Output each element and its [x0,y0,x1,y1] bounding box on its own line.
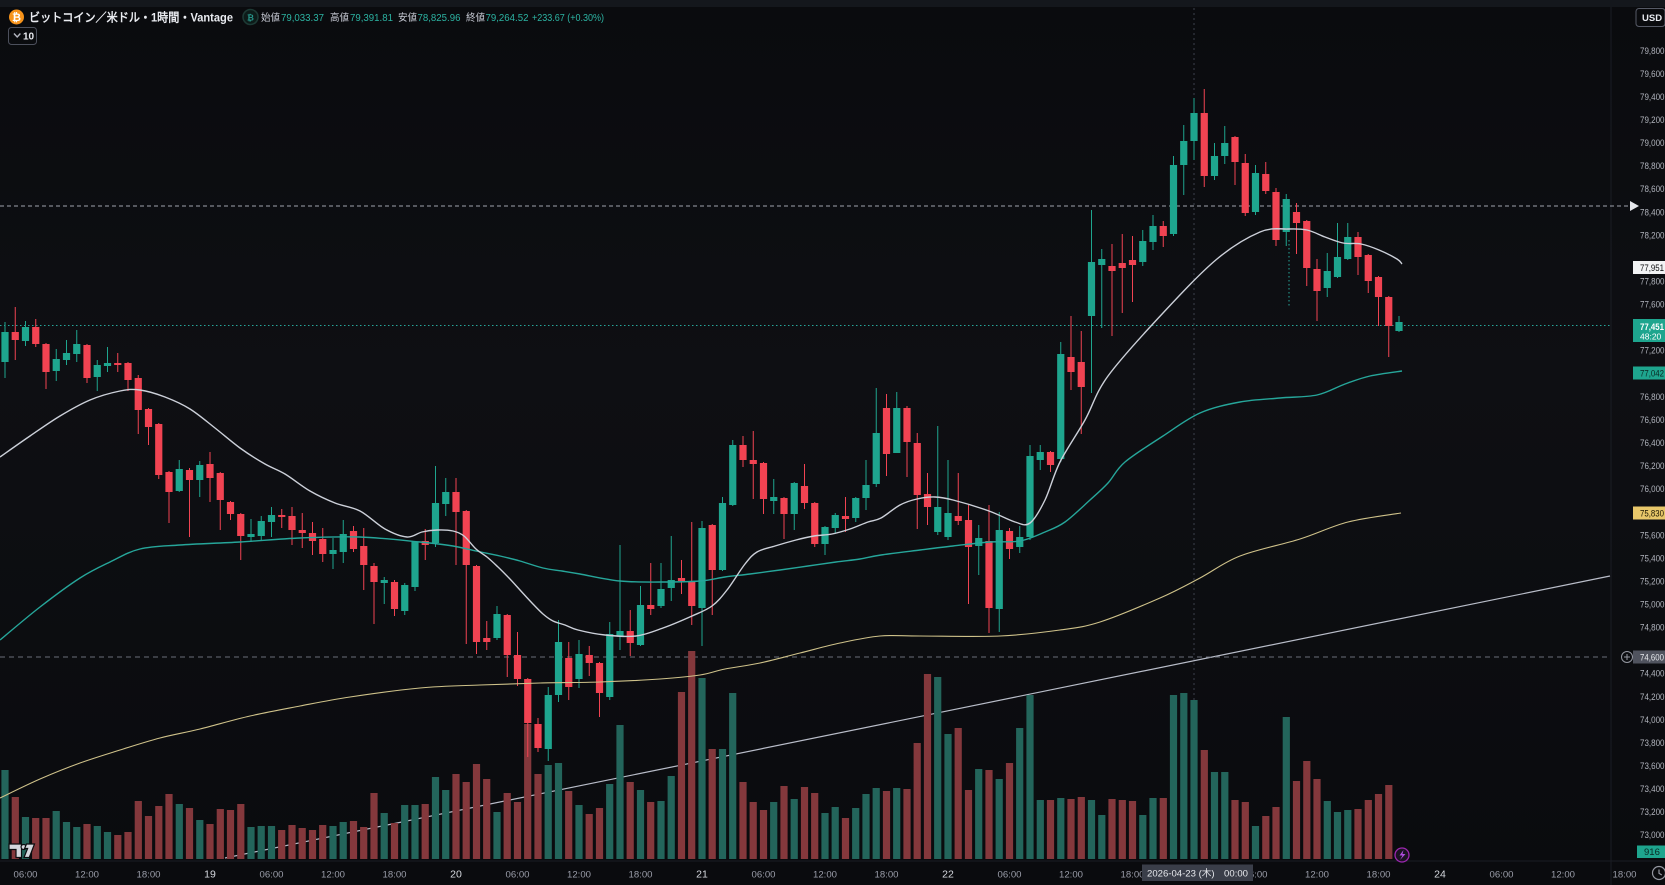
svg-text:75,830: 75,830 [1640,509,1664,520]
svg-text:始値: 始値 [261,11,280,24]
svg-text:18:00: 18:00 [1367,870,1391,881]
svg-text:12:00: 12:00 [1305,870,1329,881]
svg-text:USD: USD [1642,13,1662,24]
svg-text:73,600: 73,600 [1640,761,1665,772]
svg-text:18:00: 18:00 [875,870,899,881]
svg-text:21: 21 [696,869,708,881]
svg-text:74,000: 74,000 [1640,715,1665,726]
svg-text:79,391.81: 79,391.81 [350,13,393,24]
svg-text:79,200: 79,200 [1640,115,1665,126]
svg-text:75,000: 75,000 [1640,600,1665,611]
svg-text:77,200: 77,200 [1640,346,1665,357]
svg-text:₿: ₿ [247,12,254,22]
svg-text:12:00: 12:00 [1059,870,1083,881]
svg-text:78,200: 78,200 [1640,230,1665,241]
svg-text:ビットコイン／米ドル・1時間・Vantage: ビットコイン／米ドル・1時間・Vantage [29,10,233,25]
svg-text:74,200: 74,200 [1640,692,1665,703]
svg-text:22: 22 [942,869,954,881]
svg-text:06:00: 06:00 [1490,870,1514,881]
svg-text:78,800: 78,800 [1640,161,1665,172]
svg-text:18:00: 18:00 [137,870,161,881]
svg-text:12:00: 12:00 [321,870,345,881]
svg-text:06:00: 06:00 [1244,870,1268,881]
svg-text:₿: ₿ [12,12,21,24]
svg-text:76,600: 76,600 [1640,415,1665,426]
svg-text:78,400: 78,400 [1640,207,1665,218]
svg-text:20: 20 [450,869,462,881]
svg-text:77,951: 77,951 [1640,263,1664,274]
svg-text:916: 916 [1644,847,1660,858]
svg-text:74,600: 74,600 [1640,653,1664,664]
svg-text:18:00: 18:00 [1121,870,1145,881]
svg-text:06:00: 06:00 [752,870,776,881]
svg-text:77,600: 77,600 [1640,300,1665,311]
svg-text:79,264.52: 79,264.52 [486,13,529,24]
svg-text:2026-04-23 (木) 00:00: 2026-04-23 (木) 00:00 [1147,868,1248,880]
svg-text:18:00: 18:00 [629,870,653,881]
svg-text:77,800: 77,800 [1640,277,1665,288]
svg-text:06:00: 06:00 [506,870,530,881]
svg-text:18:00: 18:00 [1613,870,1637,881]
svg-text:76,400: 76,400 [1640,438,1665,449]
svg-text:76,200: 76,200 [1640,461,1665,472]
svg-text:79,033.37: 79,033.37 [281,13,324,24]
svg-text:78,600: 78,600 [1640,184,1665,195]
svg-text:12:00: 12:00 [813,870,837,881]
svg-text:74,400: 74,400 [1640,669,1665,680]
svg-text:75,600: 75,600 [1640,530,1665,541]
svg-text:73,200: 73,200 [1640,807,1665,818]
svg-text:24: 24 [1434,869,1446,881]
svg-text:76,000: 76,000 [1640,484,1665,495]
svg-text:19: 19 [204,869,216,881]
svg-text:79,400: 79,400 [1640,92,1665,103]
svg-text:79,600: 79,600 [1640,69,1665,80]
svg-text:06:00: 06:00 [998,870,1022,881]
svg-text:高値: 高値 [330,11,349,24]
svg-text:77,451: 77,451 [1640,322,1665,333]
svg-text:安値: 安値 [398,11,417,24]
svg-text:79,800: 79,800 [1640,46,1665,57]
svg-text:73,800: 73,800 [1640,738,1665,749]
svg-text:12:00: 12:00 [1551,870,1575,881]
svg-text:77,042: 77,042 [1640,369,1664,380]
svg-text:78,825.96: 78,825.96 [418,13,461,24]
svg-text:18:00: 18:00 [383,870,407,881]
svg-text:79,000: 79,000 [1640,138,1665,149]
svg-text:10: 10 [23,32,35,43]
svg-text:終値: 終値 [466,11,485,24]
svg-text:73,400: 73,400 [1640,784,1665,795]
svg-text:12:00: 12:00 [567,870,591,881]
svg-text:75,200: 75,200 [1640,576,1665,587]
svg-text:+233.67 (+0.30%): +233.67 (+0.30%) [532,13,604,24]
svg-text:06:00: 06:00 [14,870,38,881]
svg-text:48:20: 48:20 [1640,332,1662,342]
svg-text:74,800: 74,800 [1640,623,1665,634]
svg-text:75,400: 75,400 [1640,553,1665,564]
svg-text:76,800: 76,800 [1640,392,1665,403]
svg-text:06:00: 06:00 [260,870,284,881]
svg-text:73,000: 73,000 [1640,830,1665,841]
svg-text:12:00: 12:00 [75,870,99,881]
